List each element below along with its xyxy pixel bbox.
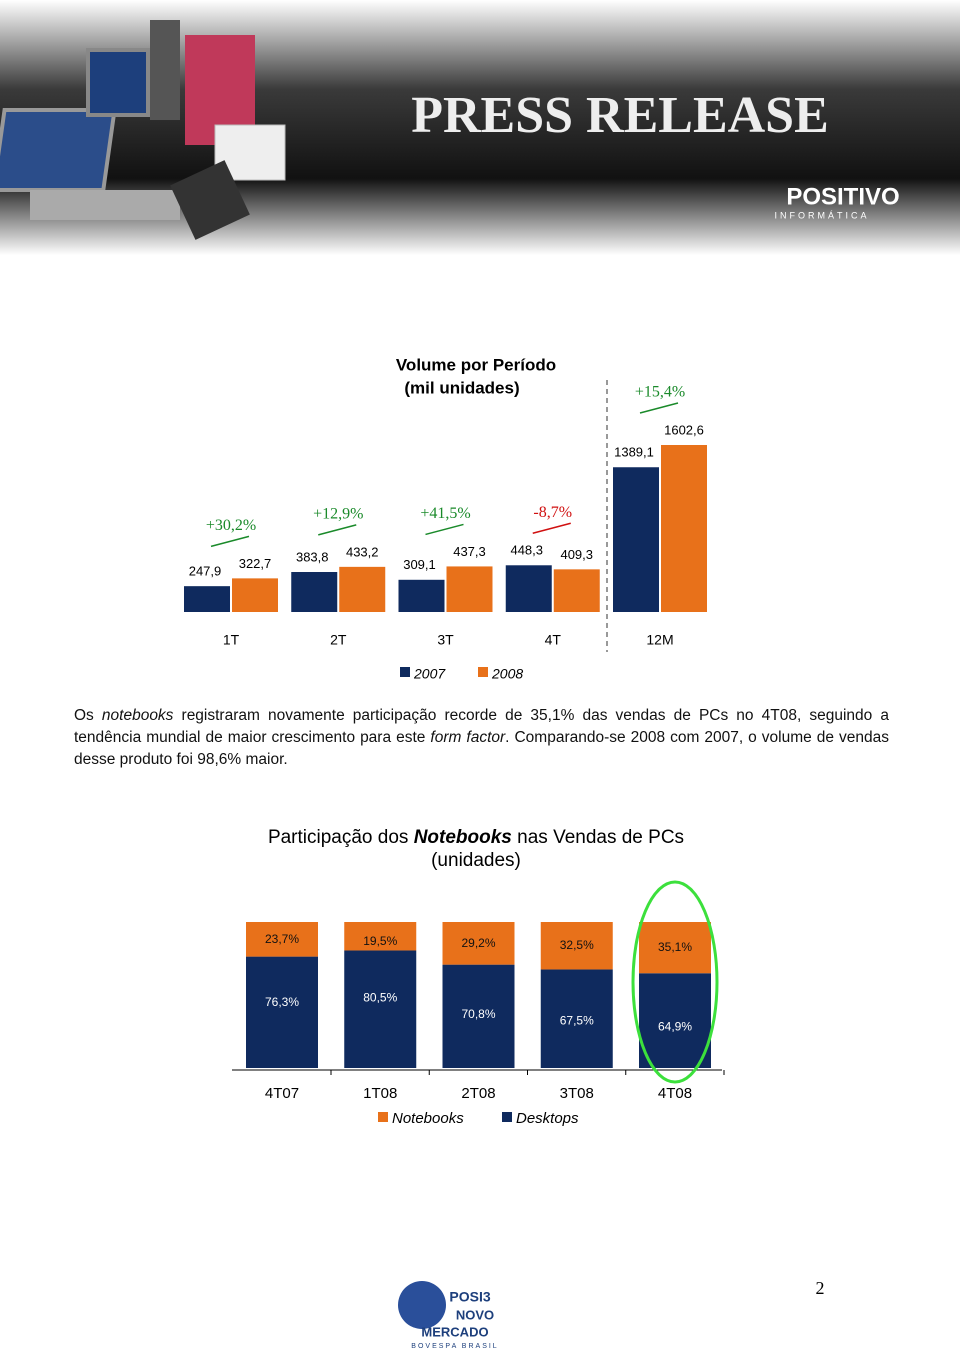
bar-segment [344,922,417,951]
bar [446,566,493,612]
bar [184,586,230,612]
bar-segment [540,969,613,1068]
arrow [210,535,250,548]
text: Os [74,707,102,724]
logo-text: MERCADO [421,1324,488,1339]
text: form factor [430,729,506,746]
legend-label: Desktops [516,1110,579,1127]
bar [291,572,338,612]
annotation: +12,9% [313,506,363,523]
annotation: +15,4% [635,384,685,401]
value-label: 29,2% [461,936,495,950]
arrow [639,402,679,414]
chart-subtitle: (mil unidades) [404,378,519,397]
value-label: 1602,6 [664,422,704,437]
value-label: 1389,1 [614,445,654,460]
bar-segment [639,973,711,1068]
bar-segment [246,922,318,957]
bar [398,579,445,612]
legend-label: Notebooks [392,1110,464,1127]
bar-segment [246,956,318,1068]
arrow [532,522,571,535]
value-label: 409,3 [560,547,593,562]
bar-segment [344,950,417,1068]
chart-subtitle: (unidades) [431,850,521,871]
value-label: 437,3 [453,544,486,559]
x-tick-label: 2T [330,632,347,648]
legend-swatch [478,667,488,677]
logo-text: POSI3 [449,1289,490,1305]
value-label: 76,3% [265,995,299,1009]
bar [613,467,659,612]
paragraph: Os notebooks registraram novamente parti… [74,705,889,771]
logo-globe [398,1281,446,1329]
value-label: 322,7 [239,556,272,571]
value-label: 64,9% [658,1019,692,1033]
value-label: 67,5% [560,1014,594,1028]
value-label: 35,1% [658,940,692,954]
bar-segment [442,964,515,1068]
x-tick-label: 1T [223,632,240,648]
annotation: -8,7% [533,504,572,521]
arrow [318,524,357,536]
bar [232,578,278,612]
legend-label: 2008 [491,666,523,682]
brand: POSITIVO [786,183,899,210]
value-label: 247,9 [189,564,222,579]
bar [661,445,707,612]
x-tick-label: 4T07 [265,1085,299,1102]
x-tick-label: 4T [545,632,562,648]
text: . Comparando-se 2008 com 2007, o volume … [74,729,889,768]
value-label: 383,8 [296,549,329,564]
highlight [631,880,719,1084]
x-tick-label: 2T08 [461,1085,495,1102]
legend-swatch [378,1112,388,1122]
bar-segment [442,922,515,965]
x-tick-label: 1T08 [363,1085,397,1102]
legend-swatch [502,1112,512,1122]
annotation: +41,5% [420,505,470,522]
legend-swatch [400,667,410,677]
value-label: 32,5% [560,938,594,952]
chart-title: Volume por Período [396,355,556,374]
text: notebooks [101,707,174,724]
title-part: Participação dos [268,827,414,848]
x-tick-label: 3T08 [560,1085,594,1102]
value-label: 23,7% [265,932,299,946]
x-tick-label: 12M [646,632,673,648]
x-tick-label: 3T [437,632,454,648]
bar [505,565,552,612]
value-label: 70,8% [461,1007,495,1021]
bar [339,566,386,612]
value-label: 309,1 [403,557,436,572]
annotation: +30,2% [206,517,256,534]
brand-sub: INFORMÁTICA [775,210,870,220]
chart-title: Participação dos Notebooks nas Vendas de… [268,827,684,848]
value-label: 448,3 [510,543,543,558]
title-part: Notebooks [414,827,512,848]
header-title: PRESS RELEASE [411,87,829,144]
text: registraram novamente participação recor… [74,707,889,746]
page-number: 2 [816,1278,825,1298]
value-label: 433,2 [346,544,379,559]
x-tick-label: 4T08 [658,1085,692,1102]
bar-segment [540,922,613,970]
logo-text: BOVESPA BRASIL [411,1343,498,1350]
logo-text: NOVO [456,1307,494,1322]
legend-label: 2007 [413,666,446,682]
arrow [425,523,464,536]
header-devices [0,20,286,240]
bar-segment [639,922,711,974]
title-part: nas Vendas de PCs [512,827,684,848]
bar [553,569,600,612]
value-label: 19,5% [363,934,397,948]
value-label: 80,5% [363,991,397,1005]
